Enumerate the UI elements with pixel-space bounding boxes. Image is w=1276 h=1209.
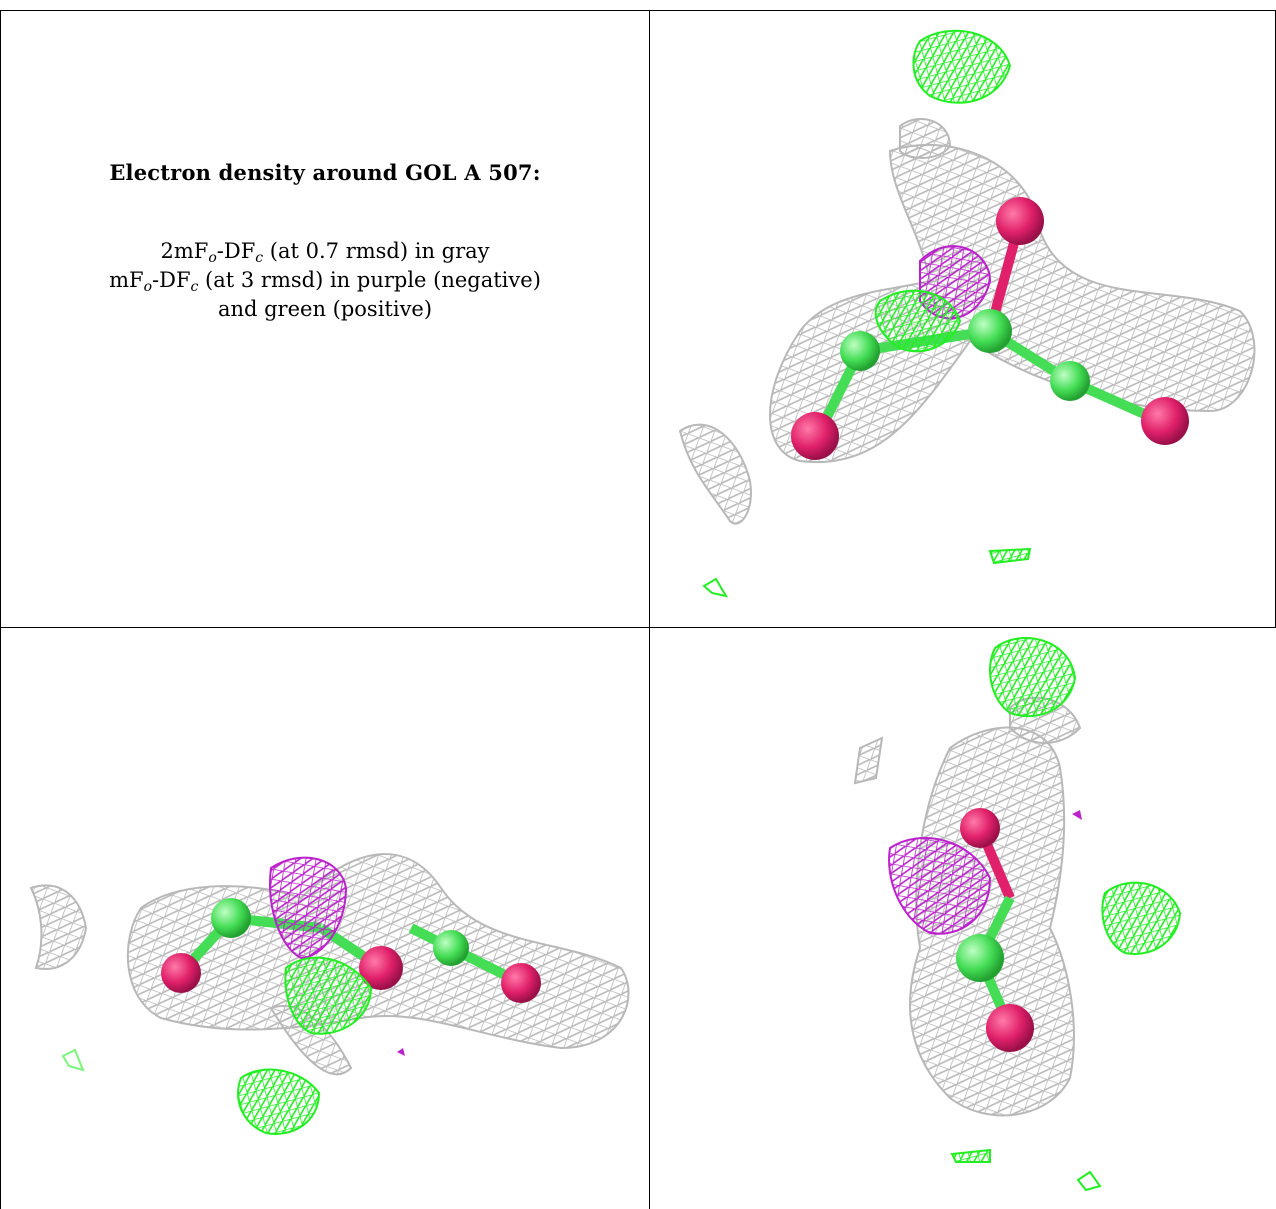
gol-density-mesh-icon	[1, 628, 649, 1209]
caption-map2-continuation: and green (positive)	[20, 295, 630, 324]
view-2-panel	[1, 628, 649, 1209]
gol-density-mesh-icon	[650, 628, 1275, 1209]
caption-map2: mFo-DFc (at 3 rmsd) in purple (negative)	[20, 266, 630, 295]
caption-map1: 2mFo-DFc (at 0.7 rmsd) in gray	[20, 237, 630, 266]
caption-cell: Electron density around GOL A 507: 2mFo-…	[20, 160, 630, 324]
view-3-panel	[650, 628, 1275, 1209]
caption-title: Electron density around GOL A 507:	[20, 160, 630, 185]
view-1-panel	[650, 11, 1275, 627]
gol-density-mesh-icon	[650, 11, 1275, 627]
